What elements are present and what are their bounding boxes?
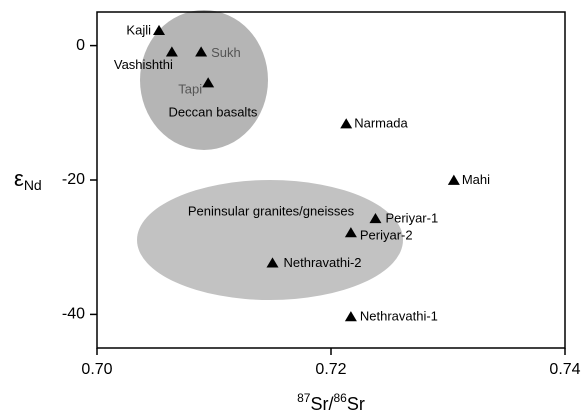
point <box>344 227 357 238</box>
y-axis-label: εNd <box>14 166 42 193</box>
point-label: Nethravathi-1 <box>360 309 438 324</box>
point-label: Kajli <box>126 22 151 37</box>
x-label-part: Sr/ <box>310 394 333 414</box>
annotation: Deccan basalts <box>169 104 258 119</box>
point <box>165 46 178 57</box>
point-label: Mahi <box>462 172 490 187</box>
peninsular-field <box>137 180 403 300</box>
point-label: Vashishthi <box>114 57 173 72</box>
x-tick-label: 0.72 <box>315 361 346 378</box>
point-label: Periyar-2 <box>360 228 413 243</box>
point <box>153 24 166 36</box>
point <box>369 212 382 224</box>
point <box>266 257 279 268</box>
y-tick-label: -40 <box>62 306 85 323</box>
point <box>340 118 353 129</box>
point-label: Tapi <box>178 82 202 97</box>
x-label-part: Sr <box>347 394 365 414</box>
deccan-field <box>140 10 268 150</box>
point <box>202 77 215 88</box>
point-label: Narmada <box>354 116 408 131</box>
y-label-part: Nd <box>24 177 42 193</box>
x-label-part: 86 <box>334 391 348 405</box>
point <box>195 46 208 57</box>
x-axis-label: 87Sr/86Sr <box>297 391 365 414</box>
point-label: Nethravathi-2 <box>284 255 362 270</box>
y-label-part: ε <box>14 166 24 191</box>
y-tick-label: 0 <box>76 37 85 54</box>
point <box>447 174 460 185</box>
point-label: Sukh <box>211 45 241 60</box>
annotation: Peninsular granites/gneisses <box>188 203 355 218</box>
point <box>344 311 357 322</box>
x-tick-label: 0.74 <box>549 361 580 378</box>
y-tick-label: -20 <box>62 171 85 188</box>
x-label-part: 87 <box>297 391 311 405</box>
point-label: Periyar-1 <box>385 210 438 225</box>
x-tick-label: 0.70 <box>81 361 112 378</box>
